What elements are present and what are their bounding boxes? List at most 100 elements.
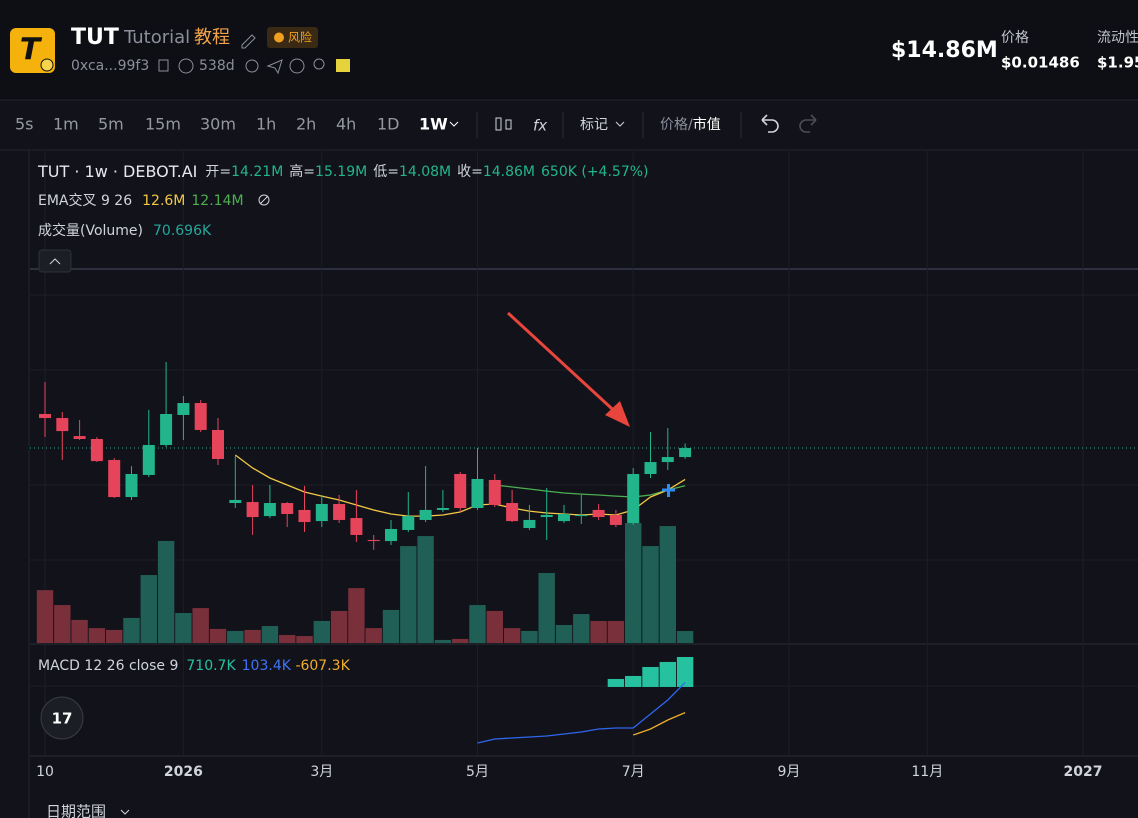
x-tick-label: 5月 [466,764,489,780]
ema26-value: 12.14M [191,193,243,209]
interval[interactable]: 2h [296,115,316,134]
volume-bar [123,617,140,643]
candle-body [194,403,207,430]
candle-body [575,514,588,517]
legend-ohlc: TUT · 1w · DEBOT.AI 开=14.21M 高=15.19M 低=14.… [37,162,649,181]
logo-glyph: T [20,33,43,68]
logo-badge [40,58,54,72]
macd-hist-bar [607,678,625,687]
interval[interactable]: 1h [256,115,276,134]
interval[interactable]: 15m [145,115,181,134]
volume-bar [296,636,313,643]
volume-bar [503,628,521,643]
interval[interactable]: 30m [200,115,236,134]
interval[interactable]: 5s [15,115,34,134]
age: 538d [199,58,235,74]
chevron [120,809,130,815]
age-icon [178,58,194,74]
risk-label: 风险 [288,30,312,45]
candle-body [160,413,173,445]
volume-bar [382,609,400,643]
interval[interactable]: 1D [377,115,400,134]
collapse-button[interactable] [38,249,72,273]
date-range[interactable]: 日期范围 [46,803,106,818]
x-tick-label: 3月 [310,764,333,780]
candle-body [609,514,622,525]
candle-body [142,444,155,475]
holders-icon[interactable] [245,59,259,73]
annotation-arrowhead [605,401,630,427]
candle-body [454,473,467,509]
volume-bar [157,540,175,643]
x-tick-label: 10 [36,764,54,780]
candle-body [108,459,121,498]
copy-icon[interactable] [158,59,169,72]
book-icon[interactable] [336,59,350,72]
candle-type-icon[interactable] [495,117,502,131]
interval-active[interactable]: 1W [419,115,448,134]
risk-badge[interactable] [267,27,318,48]
toolbar: 5s 1m 5m 15m 30m 1h 2h 4h 1D [15,115,400,134]
x-tick-label: 7月 [622,764,645,780]
volume-bar [573,614,590,643]
volume-bar [659,526,676,643]
legend-ema: EMA交叉 9 26 12.6M 12.14M [38,192,244,209]
candle-body [679,448,692,458]
edit-icon[interactable] [241,34,256,49]
candle-body [56,418,69,432]
marks[interactable]: 标记 [580,117,608,133]
search-icon[interactable] [313,58,325,70]
volume-bar [607,620,625,643]
ema-label: EMA交叉 9 26 [38,192,132,209]
volume-bar [521,630,538,643]
token-name-cn[interactable]: 教程 [194,27,230,48]
candle-body [419,509,432,520]
address: 0xca...99f3 [71,58,149,74]
o-value: 14.21M [231,164,283,180]
interval[interactable]: 4h [336,115,356,134]
macd-hist-bar [625,675,642,687]
redo-icon[interactable] [799,114,817,133]
grid [30,294,1138,687]
signal-value: -607.3K [295,658,350,674]
candle-body [281,503,294,514]
web-icon[interactable] [289,58,305,74]
crosshair-marker [662,484,675,497]
volume-bar [88,628,106,643]
candle-body [627,473,640,524]
undo-icon[interactable] [761,114,779,133]
price: $0.01486 [1001,54,1080,72]
interval[interactable]: 1m [53,115,79,134]
hide-icon[interactable] [258,194,270,206]
chevron [615,121,625,127]
candle-body [212,429,224,459]
c-label: 收= [457,164,483,180]
telegram-icon[interactable] [266,59,283,75]
indicators-icon[interactable]: fx [533,117,547,135]
volume-bar [175,613,192,643]
volume-bar [676,631,694,643]
x-axis: 10 2026 3月 5月 7月 9月 11月 2027 [36,764,1102,780]
macd-value: 103.4K [242,658,292,674]
volume-bar [642,546,659,643]
candle-body [592,509,605,518]
candle-type-icon [505,119,512,130]
volume-bar [106,629,123,643]
price-toggle[interactable]: 价格 [660,117,688,133]
volume-bar [417,536,434,643]
candle-body [246,502,259,518]
macd-label: MACD 12 26 close 9 [38,658,178,674]
mcap-toggle[interactable]: 市值 [693,116,721,133]
market-cap: $14.86M [891,38,998,63]
price-mcap-toggle[interactable]: 价格/市值 [660,116,721,133]
interval[interactable]: 5m [98,115,124,134]
volume-bar [140,575,157,643]
volume-bar [452,638,469,643]
candle-body [558,513,570,522]
candle-body [229,499,242,504]
x-tick-label: 2027 [1064,764,1103,780]
symbol: TUT [71,25,119,50]
candle-body [471,478,484,509]
tv-logo[interactable] [40,696,84,740]
